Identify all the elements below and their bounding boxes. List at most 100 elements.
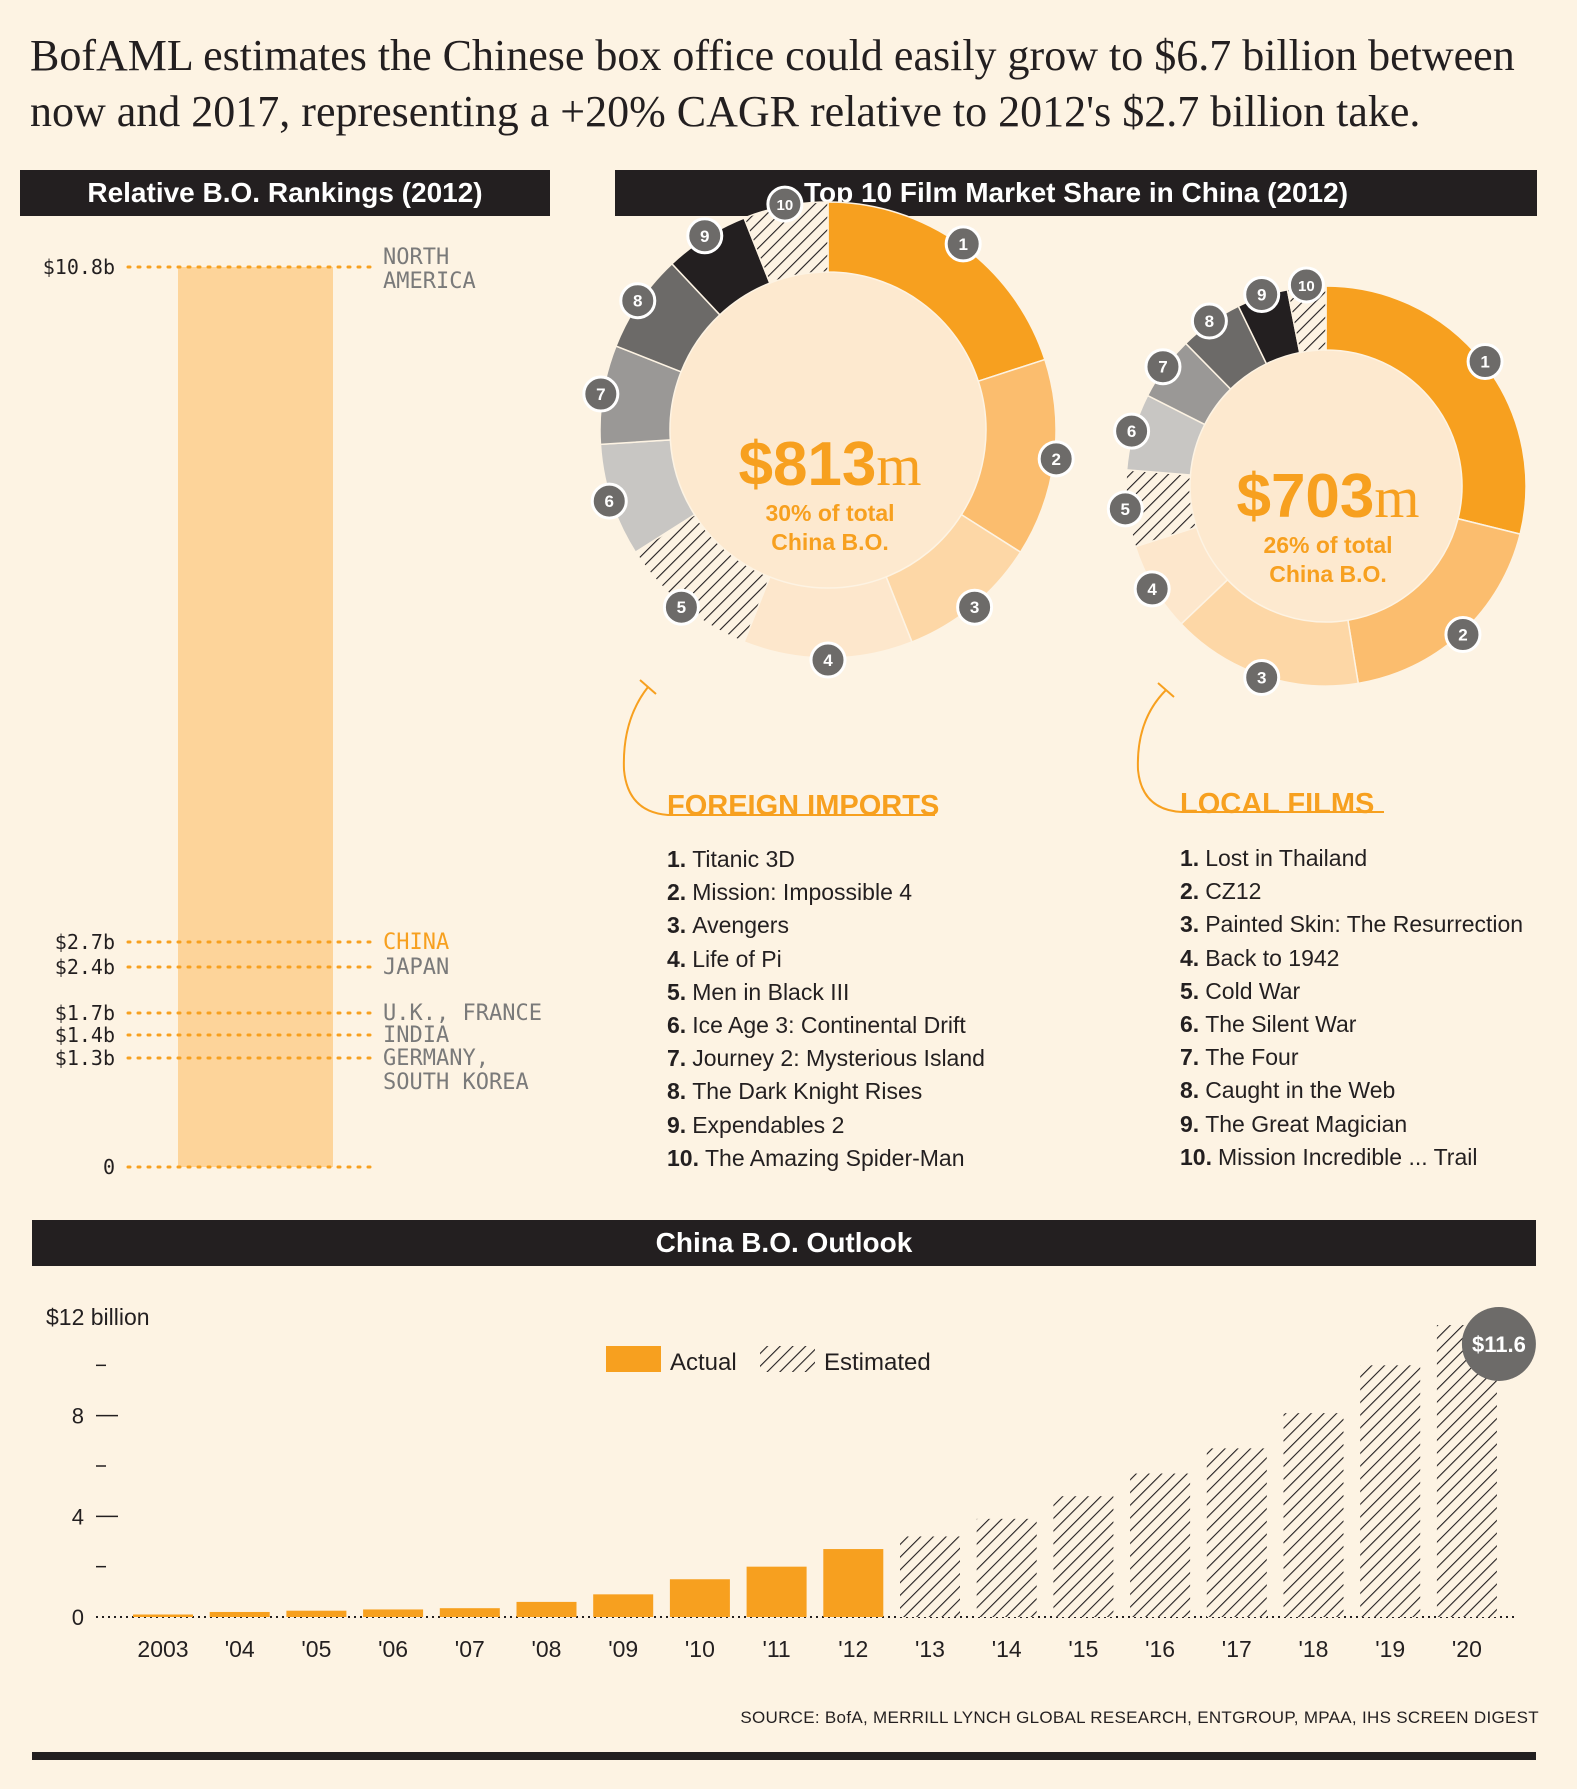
ranking-value-label: $1.7b xyxy=(55,1001,115,1025)
local-total-label: $703m 26% of total China B.O. xyxy=(1198,464,1458,589)
local-slice-number: 7 xyxy=(1158,358,1167,377)
local-film-rank: 5. xyxy=(1180,977,1200,1004)
local-slice-badge xyxy=(1144,348,1182,386)
foreign-slice-number: 6 xyxy=(605,492,614,511)
local-total-amount: $703 xyxy=(1236,462,1375,531)
outlook-y-tick-label: 4 xyxy=(72,1504,84,1529)
local-film-list: 1. Lost in Thailand 2. CZ12 3. Painted Skin: … xyxy=(1180,842,1523,1174)
local-slice-number: 8 xyxy=(1205,312,1214,331)
source-note: SOURCE: BofA, MERRILL LYNCH GLOBAL RESEA… xyxy=(740,1708,1539,1727)
ranking-country-label: CHINA xyxy=(383,930,449,955)
outlook-x-tick-label: '09 xyxy=(608,1636,638,1662)
foreign-film-rank: 10. xyxy=(667,1144,699,1171)
local-slice-badge xyxy=(1113,412,1151,450)
ranking-value-label: $1.3b xyxy=(55,1046,115,1070)
outlook-bar-actual xyxy=(133,1614,193,1617)
outlook-x-tick-label: '19 xyxy=(1375,1636,1405,1662)
local-film-title: Caught in the Web xyxy=(1205,1077,1396,1104)
legend-actual-swatch xyxy=(606,1346,661,1372)
china-scale-bar xyxy=(178,267,333,1167)
outlook-x-tick-label: '16 xyxy=(1145,1636,1175,1662)
foreign-slice-badge xyxy=(582,375,620,413)
foreign-film-rank: 4. xyxy=(667,945,687,972)
local-bracket-tick xyxy=(1157,682,1175,698)
outlook-x-tick-label: '15 xyxy=(1068,1636,1098,1662)
foreign-film-item: 5. Men in Black III xyxy=(667,976,985,1009)
ranking-value-label: $10.8b xyxy=(43,255,115,279)
ranking-country-label: NORTH xyxy=(383,245,449,270)
foreign-slice-badge xyxy=(686,217,724,255)
local-slice-number: 6 xyxy=(1127,422,1136,441)
local-film-rank: 1. xyxy=(1180,845,1200,871)
local-film-item: 10. Mission Incredible ... Trail xyxy=(1180,1141,1523,1174)
outlook-x-tick-label: '05 xyxy=(301,1636,331,1662)
foreign-film-item: 8. The Dark Knight Rises xyxy=(667,1075,985,1108)
outlook-bar-estimated xyxy=(1360,1365,1421,1617)
local-slice-badge xyxy=(1466,343,1504,381)
local-slice-badge xyxy=(1287,266,1325,304)
local-film-rank: 9. xyxy=(1180,1110,1200,1137)
outlook-bar-actual xyxy=(516,1601,577,1617)
foreign-film-item: 6. Ice Age 3: Continental Drift xyxy=(667,1009,985,1042)
outlook-bar-estimated xyxy=(1053,1496,1114,1617)
local-film-title: CZ12 xyxy=(1205,878,1262,905)
legend-estimated-swatch xyxy=(760,1346,815,1372)
outlook-x-tick-label: '07 xyxy=(455,1636,485,1662)
foreign-film-rank: 7. xyxy=(667,1045,687,1072)
local-total-share: 26% of total xyxy=(1263,532,1393,558)
outlook-x-tick-label: '11 xyxy=(762,1636,790,1662)
foreign-slice-badge xyxy=(809,641,847,679)
outlook-x-tick-label: '17 xyxy=(1222,1636,1252,1662)
outlook-x-tick-label: 2003 xyxy=(137,1636,188,1662)
local-film-rank: 4. xyxy=(1180,944,1200,971)
outlook-bar-actual xyxy=(669,1579,730,1617)
local-films-heading: LOCAL FILMS xyxy=(1180,788,1375,820)
foreign-slice-badge xyxy=(619,282,657,320)
foreign-slice-number: 10 xyxy=(777,197,794,214)
outlook-y-tick-label: 0 xyxy=(72,1605,84,1630)
foreign-film-title: Avengers xyxy=(692,912,789,939)
outlook-x-tick-label: '20 xyxy=(1452,1636,1482,1662)
foreign-slice-number: 2 xyxy=(1051,450,1060,469)
outlook-x-tick-label: '10 xyxy=(685,1636,715,1662)
outlook-bar-actual xyxy=(286,1610,347,1617)
outlook-x-tick-label: '14 xyxy=(992,1636,1022,1662)
local-film-rank: 3. xyxy=(1180,911,1200,938)
foreign-film-title: Mission: Impossible 4 xyxy=(692,879,913,906)
local-film-item: 3. Painted Skin: The Resurrection xyxy=(1180,908,1523,941)
foreign-film-title: The Dark Knight Rises xyxy=(692,1078,923,1105)
foreign-total-label: $813m 30% of total China B.O. xyxy=(705,432,955,557)
foreign-film-title: Life of Pi xyxy=(692,945,782,972)
foreign-film-title: Ice Age 3: Continental Drift xyxy=(692,1012,966,1039)
foreign-film-rank: 2. xyxy=(667,879,687,906)
outlook-x-tick-label: '04 xyxy=(225,1636,255,1662)
foreign-donut-center xyxy=(670,272,986,588)
local-film-item: 2. CZ12 xyxy=(1180,875,1523,908)
local-film-rank: 8. xyxy=(1180,1077,1200,1104)
headline: BofAML estimates the Chinese box office … xyxy=(30,31,1515,136)
foreign-film-title: Journey 2: Mysterious Island xyxy=(692,1045,985,1072)
foreign-total-unit: m xyxy=(876,433,922,498)
outlook-y-axis-label: $12 billion xyxy=(46,1304,150,1330)
local-film-title: The Four xyxy=(1205,1044,1299,1071)
local-slice-number: 3 xyxy=(1257,668,1266,687)
foreign-slice-badge xyxy=(662,588,700,626)
foreign-slice-number: 8 xyxy=(633,292,642,311)
local-slice-badge xyxy=(1243,276,1281,314)
foreign-slice-number: 3 xyxy=(970,598,979,617)
foreign-film-title: Men in Black III xyxy=(692,978,850,1005)
foreign-imports-heading: FOREIGN IMPORTS xyxy=(667,790,940,822)
local-slice-number: 4 xyxy=(1147,580,1157,599)
local-film-rank: 7. xyxy=(1180,1044,1200,1071)
outlook-bar-actual xyxy=(746,1566,807,1617)
foreign-slice-badge xyxy=(590,482,628,520)
foreign-total-share: 30% of total xyxy=(765,500,895,526)
foreign-film-rank: 9. xyxy=(667,1111,687,1138)
legend-estimated-label: Estimated xyxy=(824,1349,931,1376)
local-slice-1 xyxy=(1325,285,1527,536)
outlook-bar-actual xyxy=(823,1549,884,1617)
local-film-item: 7. The Four xyxy=(1180,1041,1523,1074)
local-slice-badge xyxy=(1190,302,1228,340)
foreign-slice-number: 1 xyxy=(958,235,967,254)
